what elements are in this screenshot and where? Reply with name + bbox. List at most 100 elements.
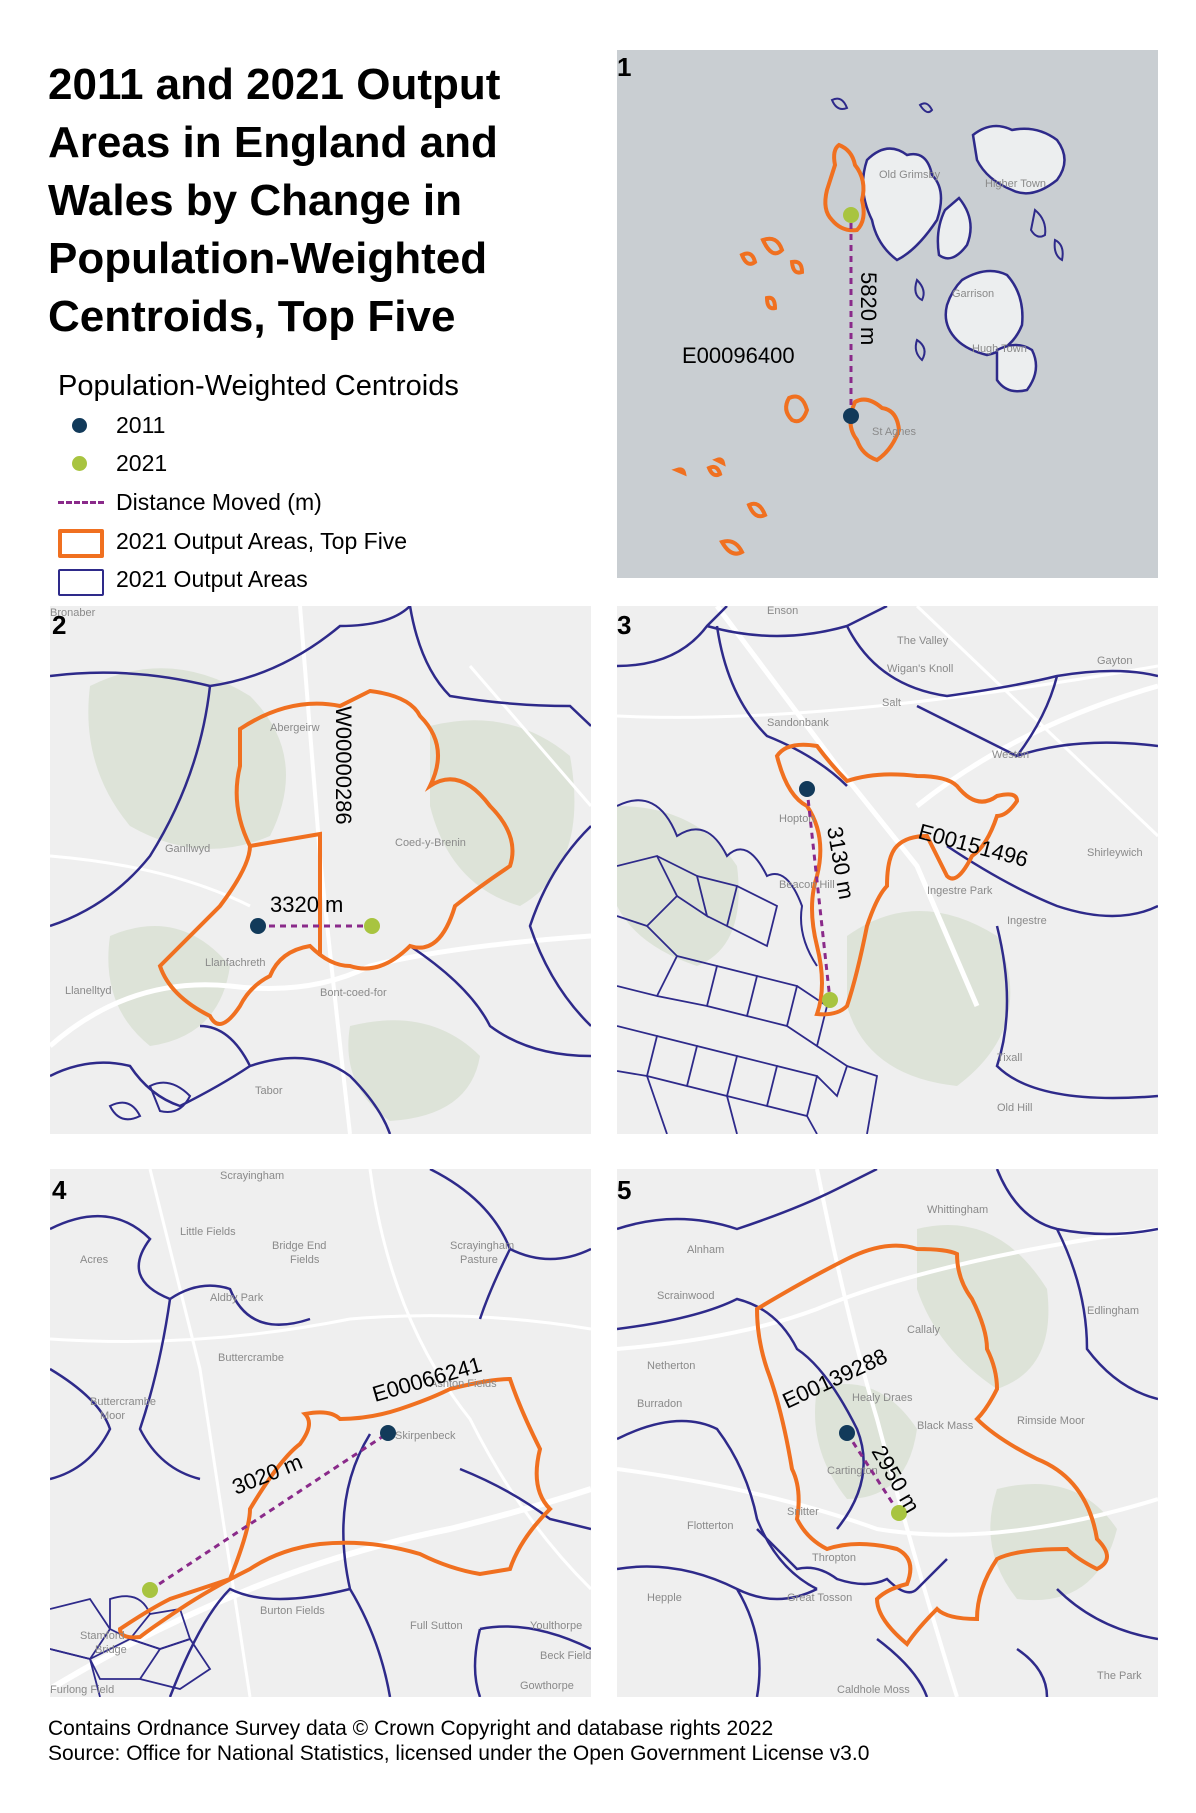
svg-text:Skirpenbeck: Skirpenbeck xyxy=(395,1430,456,1442)
legend-title: Population-Weighted Centroids xyxy=(58,370,459,402)
legend-label: Distance Moved (m) xyxy=(116,488,322,515)
svg-text:Salt: Salt xyxy=(882,697,901,709)
map-panel-5[interactable]: Whittingham Alnham Scrainwood Edlingham … xyxy=(617,1169,1158,1697)
svg-text:Furlong Field: Furlong Field xyxy=(50,1684,114,1696)
legend-item-2021: 2021 xyxy=(58,446,167,480)
source-line: Source: Office for National Statistics, … xyxy=(48,1742,870,1765)
legend-label: 2011 xyxy=(116,411,166,438)
panel-4-centroid-2011 xyxy=(380,1425,396,1441)
panel-4-centroid-2021 xyxy=(142,1582,158,1598)
svg-text:Buttercrambe: Buttercrambe xyxy=(90,1396,156,1408)
panel-3-number: 3 xyxy=(617,610,632,640)
svg-text:Scrayingham: Scrayingham xyxy=(220,1170,284,1182)
legend-item-2011: 2011 xyxy=(58,408,165,442)
svg-text:Hopton: Hopton xyxy=(779,813,814,825)
panel-2-centroid-2021 xyxy=(364,918,380,934)
output-area-boundary-swatch xyxy=(58,564,108,596)
svg-text:Llanelltyd: Llanelltyd xyxy=(65,985,111,997)
centroid-2011-swatch xyxy=(58,410,108,440)
panel-2-map: Bronaber Abergeirw Coed-y-Brenin Ganllwy… xyxy=(50,606,591,1134)
svg-text:Ingestre: Ingestre xyxy=(1007,915,1047,927)
source-credits: Contains Ordnance Survey data © Crown Co… xyxy=(48,1716,869,1766)
map-panel-2[interactable]: Bronaber Abergeirw Coed-y-Brenin Ganllwy… xyxy=(50,606,591,1134)
centroid-2021-swatch xyxy=(58,448,108,478)
svg-text:Weston: Weston xyxy=(992,749,1029,761)
svg-text:Edlingham: Edlingham xyxy=(1087,1305,1139,1317)
legend-label: 2021 xyxy=(116,449,168,476)
svg-text:Beacon Hill: Beacon Hill xyxy=(779,879,835,891)
svg-text:Bont-coed-for: Bont-coed-for xyxy=(320,987,387,999)
map-panel-3[interactable]: Enson The Valley Wigan's Knoll Gayton Sa… xyxy=(617,606,1158,1134)
svg-text:Aldby Park: Aldby Park xyxy=(210,1292,264,1304)
svg-text:Full Sutton: Full Sutton xyxy=(410,1620,463,1632)
svg-text:Moor: Moor xyxy=(100,1410,125,1422)
svg-text:Bridge: Bridge xyxy=(95,1644,127,1656)
svg-text:Ashton Fields: Ashton Fields xyxy=(430,1378,497,1390)
panel-2-centroid-2011 xyxy=(250,918,266,934)
legend: Population-Weighted Centroids 2011 2021 … xyxy=(58,370,578,596)
map-title: 2011 and 2021 Output Areas in England an… xyxy=(48,60,501,341)
panel-4-map: Scrayingham Scrayingham Pasture Little F… xyxy=(50,1169,591,1697)
svg-text:Whittingham: Whittingham xyxy=(927,1204,988,1216)
svg-text:Caldhole Moss: Caldhole Moss xyxy=(837,1684,910,1696)
svg-text:Stamford: Stamford xyxy=(80,1630,125,1642)
legend-label: 2021 Output Areas xyxy=(116,565,308,592)
svg-text:Higher Town: Higher Town xyxy=(985,178,1046,190)
svg-text:Enson: Enson xyxy=(767,606,798,617)
svg-text:Abergeirw: Abergeirw xyxy=(270,722,320,734)
svg-text:Youlthorpe: Youlthorpe xyxy=(530,1620,582,1632)
copyright-line: Contains Ordnance Survey data © Crown Co… xyxy=(48,1717,774,1740)
svg-text:Bridge End: Bridge End xyxy=(272,1240,326,1252)
svg-text:Garrison: Garrison xyxy=(952,288,994,300)
svg-text:Netherton: Netherton xyxy=(647,1360,695,1372)
svg-text:Burradon: Burradon xyxy=(637,1398,682,1410)
svg-text:Ingestre Park: Ingestre Park xyxy=(927,885,993,897)
legend-item-top-five: 2021 Output Areas, Top Five xyxy=(58,524,407,558)
svg-text:Gayton: Gayton xyxy=(1097,655,1132,667)
svg-text:Acres: Acres xyxy=(80,1254,109,1266)
panel-2-number: 2 xyxy=(52,610,67,640)
svg-text:Ganllwyd: Ganllwyd xyxy=(165,843,210,855)
svg-text:Great Tosson: Great Tosson xyxy=(787,1592,852,1604)
svg-text:Old Grimsby: Old Grimsby xyxy=(879,169,941,181)
panel-1-number-label: 1 xyxy=(617,52,632,82)
svg-text:St Agnes: St Agnes xyxy=(872,426,917,438)
panel-3-centroid-2011 xyxy=(799,781,815,797)
svg-text:Healy Draes: Healy Draes xyxy=(852,1392,913,1404)
svg-text:Coed-y-Brenin: Coed-y-Brenin xyxy=(395,837,466,849)
svg-text:Llanfachreth: Llanfachreth xyxy=(205,957,266,969)
panel-5-centroid-2021 xyxy=(891,1505,907,1521)
map-panel-4[interactable]: Scrayingham Scrayingham Pasture Little F… xyxy=(50,1169,591,1697)
svg-text:Scrainwood: Scrainwood xyxy=(657,1290,714,1302)
panel-1-centroid-2011 xyxy=(843,408,859,424)
svg-text:Hugh Town: Hugh Town xyxy=(972,343,1027,355)
panel-1-map: Old Grimsby Higher Town Garrison Hugh To… xyxy=(617,50,1158,578)
svg-text:Snitter: Snitter xyxy=(787,1506,819,1518)
panel-5-centroid-2011 xyxy=(839,1425,855,1441)
panel-1-area-code: E00096400 xyxy=(682,343,795,368)
legend-item-output-areas: 2021 Output Areas xyxy=(58,562,308,596)
svg-text:Cartington: Cartington xyxy=(827,1465,878,1477)
panel-2-area-code: W00000286 xyxy=(331,706,356,825)
panel-3-centroid-2021 xyxy=(822,992,838,1008)
svg-text:Pasture: Pasture xyxy=(460,1254,498,1266)
svg-text:Hepple: Hepple xyxy=(647,1592,682,1604)
svg-text:Fields: Fields xyxy=(290,1254,320,1266)
svg-text:The Park: The Park xyxy=(1097,1670,1142,1682)
svg-text:Alnham: Alnham xyxy=(687,1244,724,1256)
svg-text:Old Hill: Old Hill xyxy=(997,1102,1032,1114)
svg-text:Gowthorpe: Gowthorpe xyxy=(520,1680,574,1692)
svg-text:Burton Fields: Burton Fields xyxy=(260,1605,325,1617)
legend-item-distance: Distance Moved (m) xyxy=(58,485,322,519)
svg-text:Buttercrambe: Buttercrambe xyxy=(218,1352,284,1364)
top-five-boundary-swatch xyxy=(58,526,108,558)
svg-text:Beck Field: Beck Field xyxy=(540,1650,591,1662)
svg-text:Bronaber: Bronaber xyxy=(50,607,96,619)
svg-text:Thropton: Thropton xyxy=(812,1552,856,1564)
map-panel-1[interactable]: Old Grimsby Higher Town Garrison Hugh To… xyxy=(617,50,1158,578)
distance-line-swatch xyxy=(58,487,108,517)
svg-text:Rimside Moor: Rimside Moor xyxy=(1017,1415,1085,1427)
svg-text:Wigan's Knoll: Wigan's Knoll xyxy=(887,663,953,675)
panel-2-distance-label: 3320 m xyxy=(270,892,343,917)
svg-text:Callaly: Callaly xyxy=(907,1324,941,1336)
